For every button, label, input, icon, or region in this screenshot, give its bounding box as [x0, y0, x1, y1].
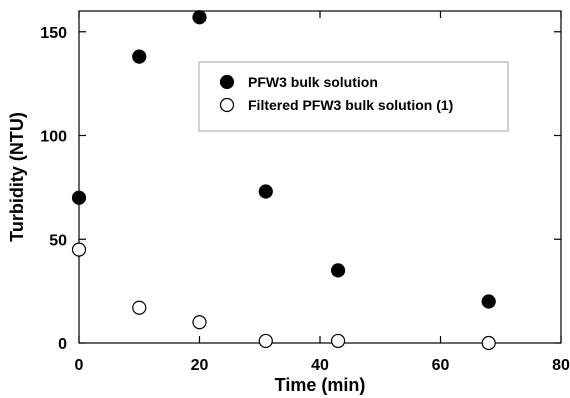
x-tick-label: 60: [432, 357, 450, 374]
data-point-open: [258, 333, 273, 349]
data-point-open: [481, 335, 496, 351]
legend-filled-circle-marker: [219, 74, 235, 90]
legend-label: Filtered PFW3 bulk solution (1): [248, 97, 453, 113]
x-axis-title: Time (min): [275, 375, 366, 395]
data-point-filled: [71, 190, 87, 205]
plot-frame: [78, 10, 562, 344]
data-point-filled: [330, 263, 346, 278]
x-tick-label: 0: [75, 357, 84, 374]
legend-label: PFW3 bulk solution: [248, 74, 378, 90]
data-point-open: [71, 242, 87, 257]
x-tick-label: 20: [191, 357, 209, 374]
y-tick-label: 100: [40, 129, 67, 146]
data-point-open: [330, 333, 346, 349]
data-point-open: [192, 315, 207, 330]
legend-open-circle-marker: [219, 97, 235, 113]
data-point-filled: [192, 10, 207, 25]
data-series: [71, 10, 496, 351]
data-point-filled: [132, 49, 147, 64]
legend: PFW3 bulk solution Filtered PFW3 bulk sol…: [198, 61, 509, 132]
plot-border: [78, 10, 562, 344]
legend-box: [198, 61, 509, 132]
x-axis: 0 20 40 60 80: [75, 11, 570, 374]
y-axis-title: Turbidity (NTU): [7, 112, 27, 242]
data-point-filled: [258, 184, 273, 199]
data-point-filled: [481, 294, 496, 309]
x-tick-label: 40: [311, 357, 329, 374]
y-tick-label: 0: [58, 336, 67, 353]
y-axis: 0 50 100 150: [40, 25, 561, 353]
data-point-open: [132, 300, 147, 315]
y-tick-label: 50: [49, 232, 67, 249]
y-tick-label: 150: [40, 25, 67, 42]
x-tick-label: 80: [552, 357, 570, 374]
